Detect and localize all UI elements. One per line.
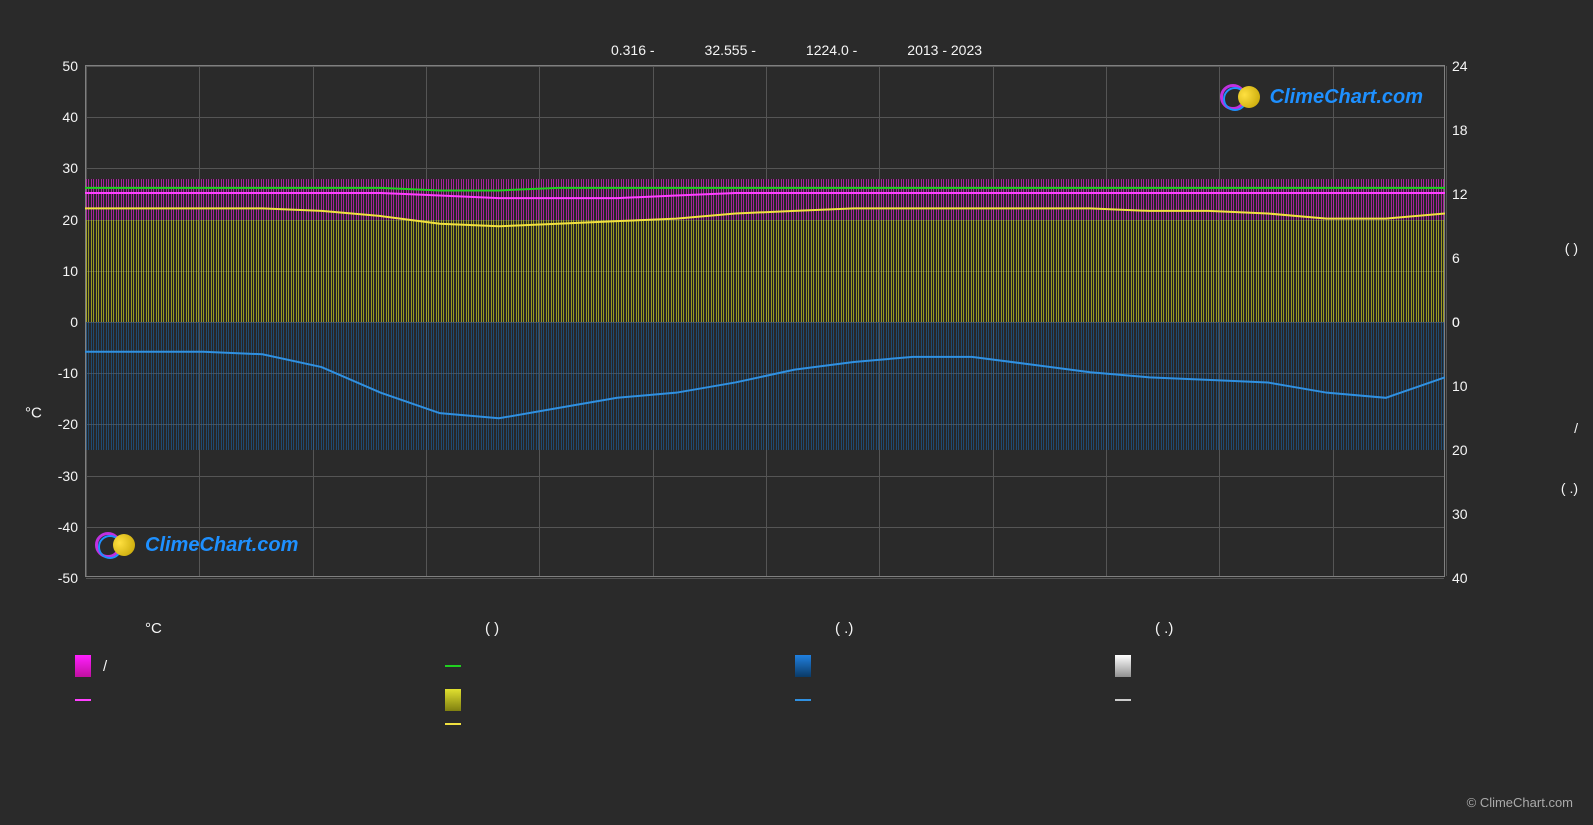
watermark-text: ClimeChart.com xyxy=(1270,86,1423,109)
legend-item xyxy=(445,655,795,677)
legend-item xyxy=(795,723,1115,725)
gridline-v xyxy=(1446,66,1447,576)
watermark-text-2: ClimeChart.com xyxy=(145,534,298,557)
y-left-tick-label: -30 xyxy=(58,468,86,484)
copyright: © ClimeChart.com xyxy=(1467,795,1573,810)
y-left-tick-label: 0 xyxy=(70,314,86,330)
y-right-lower-tick-label: 10 xyxy=(1444,378,1468,394)
y-left-tick-label: 50 xyxy=(62,58,86,74)
gridline-h xyxy=(86,578,1444,579)
legend-line xyxy=(445,665,461,667)
legend-item xyxy=(75,689,445,711)
y-left-tick-label: -20 xyxy=(58,416,86,432)
gridline-h xyxy=(86,168,1444,169)
y-left-tick-label: -40 xyxy=(58,519,86,535)
band-sunshine xyxy=(86,220,1444,322)
legend-line xyxy=(445,723,461,725)
y-right-upper-tick-label: 24 xyxy=(1444,58,1468,74)
legend-item: / xyxy=(75,655,445,677)
watermark-top: ClimeChart.com xyxy=(1220,82,1423,112)
legend-swatch xyxy=(75,655,91,677)
legend-label: / xyxy=(103,658,107,675)
legend-item xyxy=(1115,689,1435,711)
logo-icon xyxy=(1220,82,1262,112)
y-left-axis-title: °C xyxy=(25,404,42,421)
gridline-h xyxy=(86,476,1444,477)
legend-line xyxy=(795,699,811,701)
y-left-tick-label: 20 xyxy=(62,212,86,228)
y-right-lower-unit2: ( .) xyxy=(1561,480,1578,496)
legend-item xyxy=(75,723,445,725)
legend-swatch xyxy=(795,655,811,677)
y-right-lower-unit1: / xyxy=(1574,420,1578,436)
legend-item xyxy=(795,689,1115,711)
legend-header-item: °C xyxy=(75,620,445,637)
y-left-tick-label: 40 xyxy=(62,109,86,125)
legend-item xyxy=(445,723,795,725)
legend-swatch xyxy=(1115,655,1131,677)
legend-item xyxy=(795,655,1115,677)
y-left-tick-label: 30 xyxy=(62,160,86,176)
chart-plot-area: -50-40-30-20-100102030405006121824010203… xyxy=(85,65,1445,577)
logo-icon xyxy=(95,530,137,560)
legend-header-item: ( ) xyxy=(445,620,795,637)
gridline-h xyxy=(86,66,1444,67)
y-right-lower-tick-label: 30 xyxy=(1444,506,1468,522)
legend-line xyxy=(1115,699,1131,701)
y-left-tick-label: -10 xyxy=(58,365,86,381)
header-years: 2013 - 2023 xyxy=(907,42,982,58)
header-lat: 0.316 - xyxy=(611,42,655,58)
y-right-upper-tick-label: 12 xyxy=(1444,186,1468,202)
y-right-lower-tick-label: 40 xyxy=(1444,570,1468,586)
legend-header-item: ( .) xyxy=(795,620,1115,637)
legend-header-item: ( .) xyxy=(1115,620,1435,637)
legend-item xyxy=(445,689,795,711)
chart-header: 0.316 - 32.555 - 1224.0 - 2013 - 2023 xyxy=(611,42,982,58)
legend-swatch xyxy=(445,689,461,711)
legend: °C( )( .)( .) / xyxy=(75,620,1475,737)
y-right-lower-tick-label: 20 xyxy=(1444,442,1468,458)
band-rain xyxy=(86,322,1444,450)
band-temp-range xyxy=(86,179,1444,220)
gridline-h xyxy=(86,117,1444,118)
y-left-tick-label: 10 xyxy=(62,263,86,279)
legend-item xyxy=(1115,655,1435,677)
y-left-tick-label: -50 xyxy=(58,570,86,586)
legend-line xyxy=(75,699,91,701)
y-right-upper-tick-label: 18 xyxy=(1444,122,1468,138)
watermark-bottom: ClimeChart.com xyxy=(95,530,298,560)
legend-item xyxy=(1115,723,1435,725)
header-elev: 1224.0 - xyxy=(806,42,857,58)
y-right-upper-unit: ( ) xyxy=(1565,240,1578,256)
gridline-h xyxy=(86,527,1444,528)
header-lon: 32.555 - xyxy=(705,42,756,58)
